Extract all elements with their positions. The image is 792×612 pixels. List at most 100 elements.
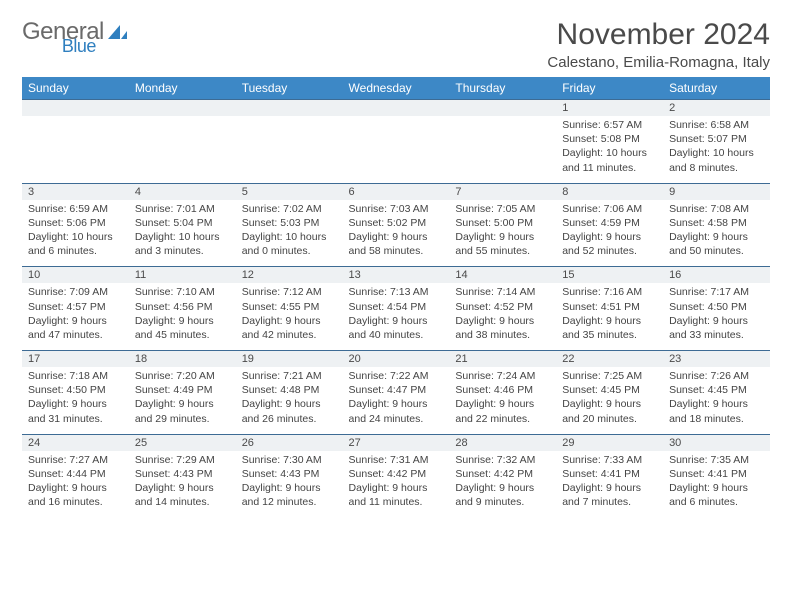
sunrise-line: Sunrise: 7:10 AM	[135, 285, 230, 299]
day-number-cell: 9	[663, 183, 770, 200]
calendar-body: 12Sunrise: 6:57 AMSunset: 5:08 PMDayligh…	[22, 100, 770, 518]
logo-accent: Blue	[62, 36, 96, 57]
day-number-cell: 22	[556, 351, 663, 368]
weekday-header: Tuesday	[236, 77, 343, 100]
sunset-line: Sunset: 5:07 PM	[669, 132, 764, 146]
day-data-cell: Sunrise: 7:33 AMSunset: 4:41 PMDaylight:…	[556, 451, 663, 518]
day-data-cell: Sunrise: 7:35 AMSunset: 4:41 PMDaylight:…	[663, 451, 770, 518]
sunrise-line: Sunrise: 7:02 AM	[242, 202, 337, 216]
day-number-cell: 7	[449, 183, 556, 200]
day-number-cell	[22, 100, 129, 117]
day-number-cell: 4	[129, 183, 236, 200]
sunrise-line: Sunrise: 7:35 AM	[669, 453, 764, 467]
day-data-cell: Sunrise: 7:27 AMSunset: 4:44 PMDaylight:…	[22, 451, 129, 518]
sunset-line: Sunset: 5:00 PM	[455, 216, 550, 230]
sunrise-line: Sunrise: 7:33 AM	[562, 453, 657, 467]
day-data-cell: Sunrise: 7:16 AMSunset: 4:51 PMDaylight:…	[556, 283, 663, 350]
sunset-line: Sunset: 4:52 PM	[455, 300, 550, 314]
day-number-cell: 15	[556, 267, 663, 284]
daylight-line: Daylight: 9 hours and 16 minutes.	[28, 481, 123, 509]
sunrise-line: Sunrise: 6:57 AM	[562, 118, 657, 132]
day-data-cell: Sunrise: 7:02 AMSunset: 5:03 PMDaylight:…	[236, 200, 343, 267]
day-data-row: Sunrise: 7:27 AMSunset: 4:44 PMDaylight:…	[22, 451, 770, 518]
sunset-line: Sunset: 4:46 PM	[455, 383, 550, 397]
weekday-header: Wednesday	[343, 77, 450, 100]
day-number-row: 12	[22, 100, 770, 117]
weekday-header: Monday	[129, 77, 236, 100]
daylight-line: Daylight: 10 hours and 6 minutes.	[28, 230, 123, 258]
day-number-cell: 14	[449, 267, 556, 284]
sunrise-line: Sunrise: 7:32 AM	[455, 453, 550, 467]
daylight-line: Daylight: 9 hours and 38 minutes.	[455, 314, 550, 342]
daylight-line: Daylight: 10 hours and 11 minutes.	[562, 146, 657, 174]
weekday-header: Friday	[556, 77, 663, 100]
sunset-line: Sunset: 4:49 PM	[135, 383, 230, 397]
daylight-line: Daylight: 9 hours and 58 minutes.	[349, 230, 444, 258]
day-data-cell: Sunrise: 7:01 AMSunset: 5:04 PMDaylight:…	[129, 200, 236, 267]
day-data-cell	[343, 116, 450, 183]
daylight-line: Daylight: 9 hours and 26 minutes.	[242, 397, 337, 425]
sunrise-line: Sunrise: 7:29 AM	[135, 453, 230, 467]
day-number-cell: 29	[556, 434, 663, 451]
sunrise-line: Sunrise: 7:18 AM	[28, 369, 123, 383]
day-number-cell: 17	[22, 351, 129, 368]
day-data-cell	[129, 116, 236, 183]
day-number-cell: 21	[449, 351, 556, 368]
sunrise-line: Sunrise: 7:22 AM	[349, 369, 444, 383]
logo: General Blue	[22, 18, 162, 46]
day-data-cell: Sunrise: 7:32 AMSunset: 4:42 PMDaylight:…	[449, 451, 556, 518]
sunrise-line: Sunrise: 7:31 AM	[349, 453, 444, 467]
daylight-line: Daylight: 9 hours and 35 minutes.	[562, 314, 657, 342]
sunrise-line: Sunrise: 7:21 AM	[242, 369, 337, 383]
daylight-line: Daylight: 10 hours and 8 minutes.	[669, 146, 764, 174]
sunrise-line: Sunrise: 7:01 AM	[135, 202, 230, 216]
day-number-cell: 19	[236, 351, 343, 368]
day-number-row: 10111213141516	[22, 267, 770, 284]
day-number-cell: 6	[343, 183, 450, 200]
sunset-line: Sunset: 4:42 PM	[455, 467, 550, 481]
day-data-cell: Sunrise: 7:10 AMSunset: 4:56 PMDaylight:…	[129, 283, 236, 350]
day-data-cell: Sunrise: 7:22 AMSunset: 4:47 PMDaylight:…	[343, 367, 450, 434]
day-number-cell	[129, 100, 236, 117]
daylight-line: Daylight: 9 hours and 42 minutes.	[242, 314, 337, 342]
daylight-line: Daylight: 9 hours and 22 minutes.	[455, 397, 550, 425]
daylight-line: Daylight: 9 hours and 40 minutes.	[349, 314, 444, 342]
daylight-line: Daylight: 9 hours and 55 minutes.	[455, 230, 550, 258]
sunset-line: Sunset: 5:06 PM	[28, 216, 123, 230]
day-data-cell: Sunrise: 7:18 AMSunset: 4:50 PMDaylight:…	[22, 367, 129, 434]
sunrise-line: Sunrise: 7:13 AM	[349, 285, 444, 299]
sunset-line: Sunset: 4:48 PM	[242, 383, 337, 397]
sunrise-line: Sunrise: 7:24 AM	[455, 369, 550, 383]
day-data-cell: Sunrise: 7:06 AMSunset: 4:59 PMDaylight:…	[556, 200, 663, 267]
day-number-cell	[343, 100, 450, 117]
day-data-cell: Sunrise: 7:29 AMSunset: 4:43 PMDaylight:…	[129, 451, 236, 518]
day-data-cell: Sunrise: 7:14 AMSunset: 4:52 PMDaylight:…	[449, 283, 556, 350]
daylight-line: Daylight: 9 hours and 7 minutes.	[562, 481, 657, 509]
sunset-line: Sunset: 4:57 PM	[28, 300, 123, 314]
sunset-line: Sunset: 4:51 PM	[562, 300, 657, 314]
day-data-cell: Sunrise: 7:09 AMSunset: 4:57 PMDaylight:…	[22, 283, 129, 350]
day-number-cell: 26	[236, 434, 343, 451]
day-number-cell: 10	[22, 267, 129, 284]
sunset-line: Sunset: 4:41 PM	[669, 467, 764, 481]
day-data-cell: Sunrise: 7:24 AMSunset: 4:46 PMDaylight:…	[449, 367, 556, 434]
day-data-cell: Sunrise: 7:20 AMSunset: 4:49 PMDaylight:…	[129, 367, 236, 434]
daylight-line: Daylight: 9 hours and 9 minutes.	[455, 481, 550, 509]
sunset-line: Sunset: 5:08 PM	[562, 132, 657, 146]
daylight-line: Daylight: 9 hours and 29 minutes.	[135, 397, 230, 425]
day-data-cell: Sunrise: 7:25 AMSunset: 4:45 PMDaylight:…	[556, 367, 663, 434]
sunset-line: Sunset: 4:44 PM	[28, 467, 123, 481]
sunset-line: Sunset: 4:42 PM	[349, 467, 444, 481]
sunset-line: Sunset: 4:54 PM	[349, 300, 444, 314]
daylight-line: Daylight: 10 hours and 0 minutes.	[242, 230, 337, 258]
sunset-line: Sunset: 4:50 PM	[28, 383, 123, 397]
sunset-line: Sunset: 4:56 PM	[135, 300, 230, 314]
day-data-cell: Sunrise: 7:31 AMSunset: 4:42 PMDaylight:…	[343, 451, 450, 518]
sunset-line: Sunset: 4:43 PM	[135, 467, 230, 481]
day-number-row: 17181920212223	[22, 351, 770, 368]
day-data-cell	[236, 116, 343, 183]
day-data-cell: Sunrise: 7:12 AMSunset: 4:55 PMDaylight:…	[236, 283, 343, 350]
daylight-line: Daylight: 9 hours and 11 minutes.	[349, 481, 444, 509]
daylight-line: Daylight: 9 hours and 18 minutes.	[669, 397, 764, 425]
sunrise-line: Sunrise: 6:58 AM	[669, 118, 764, 132]
